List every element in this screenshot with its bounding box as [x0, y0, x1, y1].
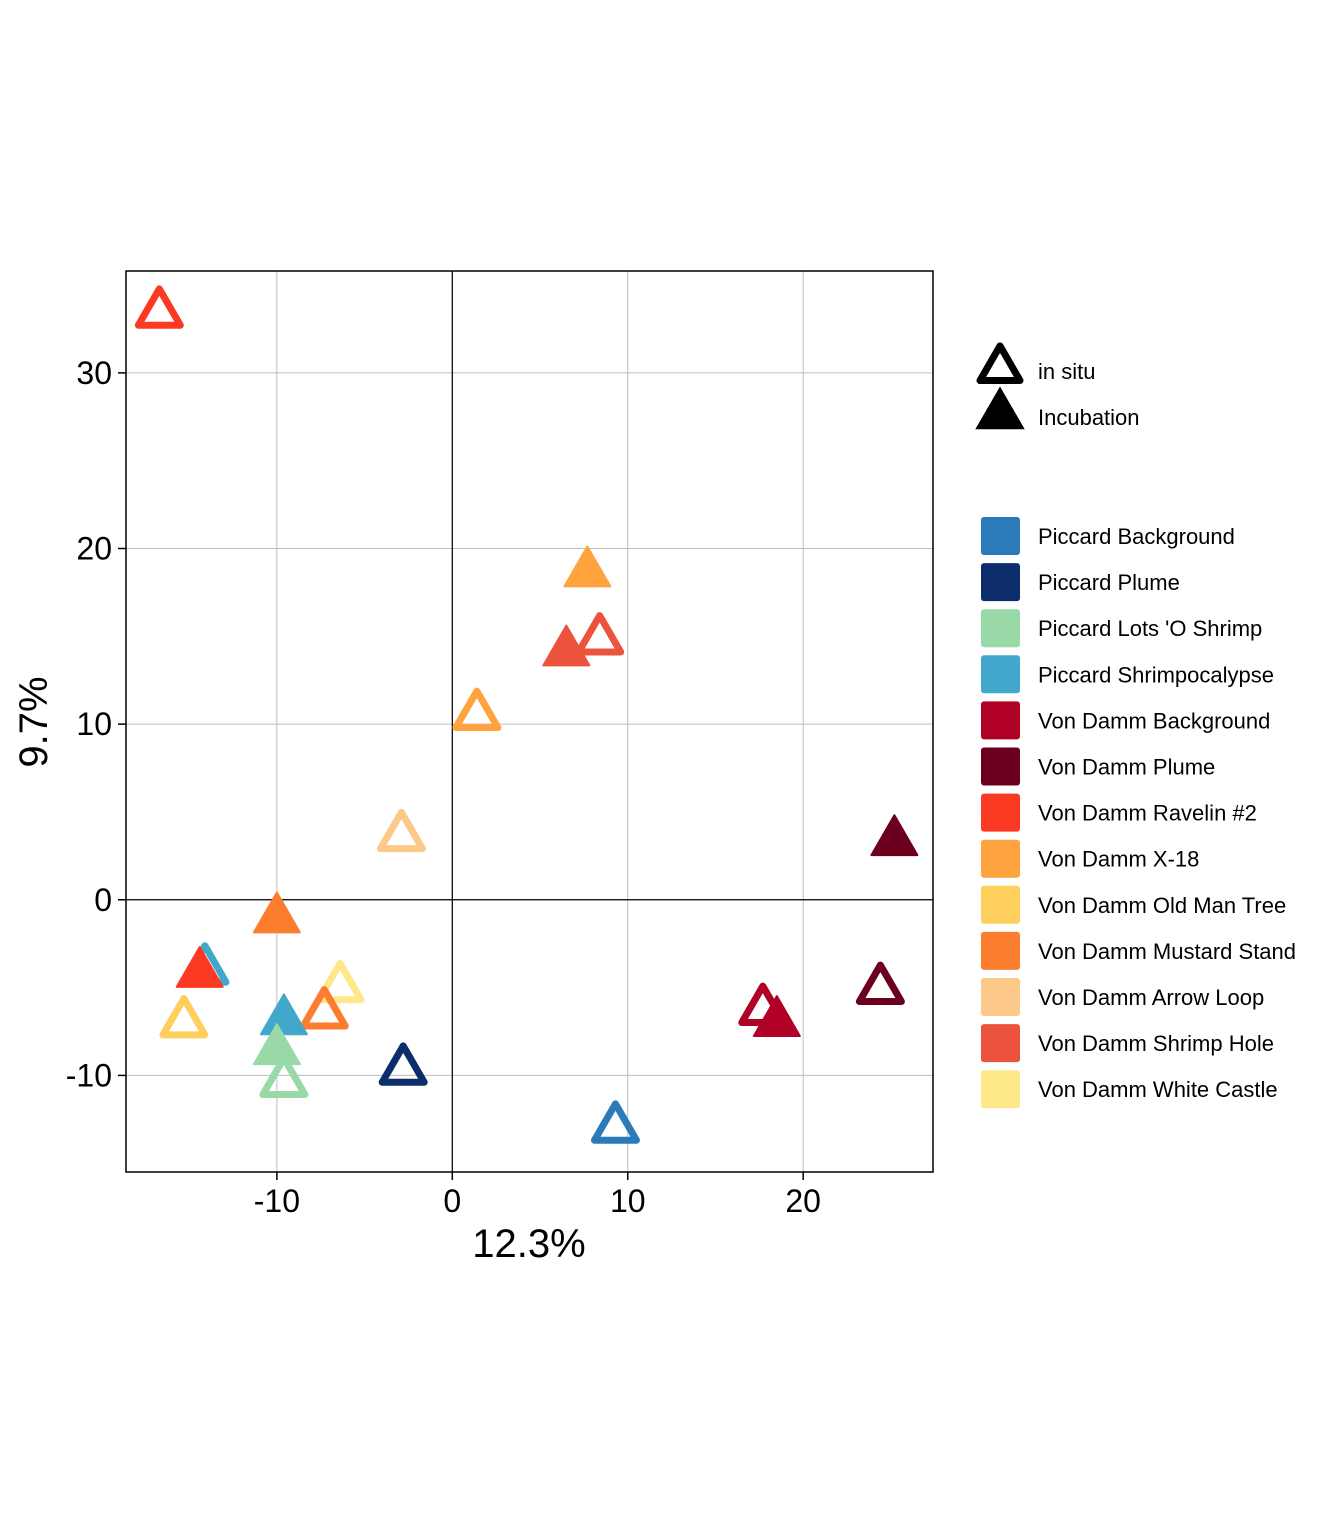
in-situ-point — [855, 961, 905, 1005]
color-legend-label: Piccard Lots 'O Shrimp — [1038, 616, 1262, 641]
incubation-point — [259, 993, 308, 1036]
color-legend-label: Von Damm Ravelin #2 — [1038, 801, 1257, 826]
color-legend-label: Von Damm Mustard Stand — [1038, 939, 1296, 964]
in-situ-point — [590, 1100, 640, 1144]
color-legend: Piccard Background Piccard Plume Piccard L… — [981, 517, 1296, 1109]
x-axis-ticks: -10 0 10 20 — [254, 1172, 821, 1219]
color-legend-swatch — [981, 1024, 1020, 1063]
in-situ-point — [376, 808, 426, 853]
shape-legend-label: in situ — [1038, 359, 1095, 384]
color-legend-swatch — [981, 1070, 1020, 1109]
in-situ-point — [575, 612, 625, 656]
y-tick-label: 30 — [76, 355, 112, 391]
color-legend-swatch — [981, 793, 1020, 832]
color-legend-swatch — [981, 609, 1020, 648]
color-legend-label: Von Damm White Castle — [1038, 1077, 1278, 1102]
color-legend-swatch — [981, 931, 1020, 970]
incubation-point — [542, 624, 591, 667]
open-triangle-icon — [976, 342, 1024, 385]
color-legend-swatch — [981, 839, 1020, 878]
in-situ-point — [378, 1042, 428, 1086]
data-points — [134, 285, 919, 1144]
in-situ-point — [299, 986, 349, 1030]
in-situ-point — [259, 1054, 309, 1099]
y-tick-label: 10 — [76, 706, 112, 742]
color-legend-swatch — [981, 701, 1020, 740]
color-legend-label: Von Damm Background — [1038, 708, 1270, 733]
color-legend-swatch — [981, 885, 1020, 924]
color-legend-swatch — [981, 978, 1020, 1016]
color-legend-label: Piccard Shrimpocalypse — [1038, 662, 1274, 687]
plot-panel-border — [125, 270, 934, 1173]
incubation-point — [563, 545, 612, 588]
color-legend-swatch — [981, 563, 1020, 602]
incubation-point — [870, 814, 919, 857]
incubation-point — [752, 995, 801, 1037]
filled-triangle-icon — [975, 386, 1025, 430]
color-legend-swatch — [981, 747, 1020, 786]
y-tick-label: 20 — [76, 531, 112, 567]
shape-legend: in situ Incubation — [975, 342, 1140, 430]
y-tick-label: 0 — [94, 882, 112, 918]
color-legend-swatch — [981, 655, 1020, 694]
color-legend-label: Von Damm Plume — [1038, 755, 1215, 780]
in-situ-point — [452, 687, 502, 731]
color-legend-label: Piccard Plume — [1038, 570, 1180, 595]
color-legend-label: Von Damm Shrimp Hole — [1038, 1031, 1274, 1056]
incubation-point — [252, 891, 301, 934]
shape-legend-label: Incubation — [1038, 405, 1140, 430]
zero-reference-lines — [126, 271, 933, 1172]
y-axis-ticks: -10 0 10 20 30 — [66, 355, 126, 1093]
in-situ-point — [315, 959, 365, 1004]
color-legend-label: Von Damm Arrow Loop — [1038, 985, 1264, 1010]
color-legend-label: Piccard Background — [1038, 524, 1235, 549]
x-tick-label: -10 — [254, 1183, 300, 1219]
x-tick-label: 20 — [785, 1183, 821, 1219]
color-legend-label: Von Damm X-18 — [1038, 847, 1199, 872]
y-axis-title: 9.7% — [12, 676, 56, 767]
y-tick-label: -10 — [66, 1057, 112, 1093]
x-axis-title: 12.3% — [472, 1222, 585, 1266]
in-situ-point — [159, 994, 209, 1039]
x-tick-label: 0 — [443, 1183, 461, 1219]
color-legend-label: Von Damm Old Man Tree — [1038, 893, 1286, 918]
x-tick-label: 10 — [610, 1183, 646, 1219]
incubation-point — [175, 945, 224, 988]
color-legend-swatch — [981, 517, 1020, 555]
in-situ-point — [134, 285, 184, 329]
